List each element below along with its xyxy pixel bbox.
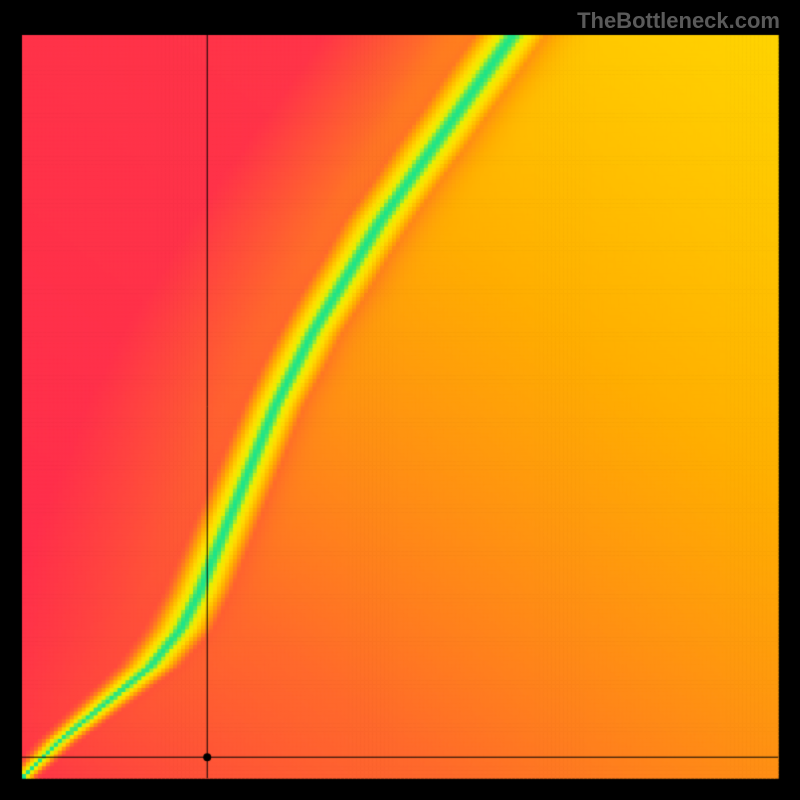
bottleneck-heatmap: [0, 0, 800, 800]
watermark-text: TheBottleneck.com: [577, 8, 780, 34]
chart-container: TheBottleneck.com: [0, 0, 800, 800]
